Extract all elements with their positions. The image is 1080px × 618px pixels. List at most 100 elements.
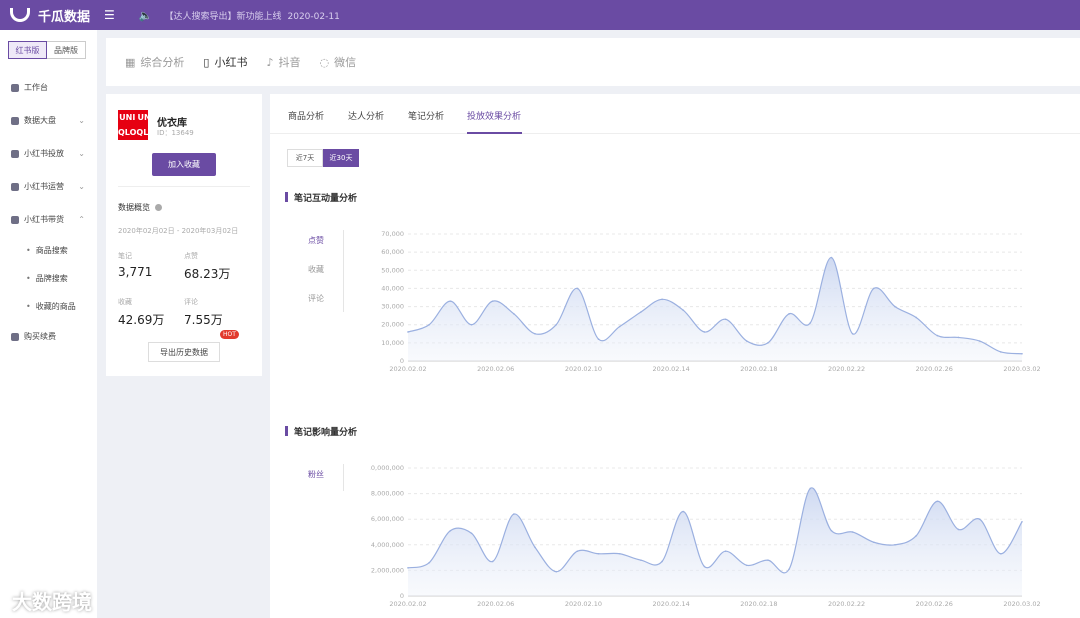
sidebar-item-operation[interactable]: 小红书运营 ⌄ <box>0 170 97 203</box>
sidebar-item-data-dashboard[interactable]: 数据大盘 ⌄ <box>0 104 97 137</box>
speaker-icon: 🔈 <box>138 8 153 22</box>
data-point <box>745 564 748 567</box>
channel-tabs: ▦ 综合分析 ▯ 小红书 ♪ 抖音 ◌ 微信 <box>106 38 1080 86</box>
influence-section-title: 笔记影响量分析 <box>285 425 357 438</box>
tab-product-analysis[interactable]: 商品分析 <box>288 112 325 122</box>
x-tick-label: 2020.03.02 <box>1003 600 1040 608</box>
wechat-icon: ◌ <box>319 55 330 69</box>
cart-icon <box>11 332 19 341</box>
sidebar-item-commerce[interactable]: 小红书带货 ⌃ <box>0 203 97 236</box>
menu-toggle-icon[interactable]: ☰ <box>104 8 115 22</box>
data-point <box>428 561 430 564</box>
tab-wechat[interactable]: ◌ 微信 <box>320 54 357 70</box>
info-icon[interactable] <box>155 204 162 211</box>
brand-id: ID：13649 <box>157 129 194 137</box>
data-point <box>788 568 790 570</box>
divider <box>118 186 250 187</box>
tab-douyin[interactable]: ♪ 抖音 <box>266 54 300 70</box>
day-range-switch: 近7天 近30天 <box>287 149 359 167</box>
sidebar-item-workbench[interactable]: 工作台 <box>0 71 97 104</box>
metric-likes[interactable]: 点赞 <box>308 236 324 245</box>
bag-icon <box>11 215 19 224</box>
data-point <box>851 531 854 533</box>
sidebar-item-label: 小红书带货 <box>24 215 64 224</box>
sidebar-item-label: 购买续费 <box>24 332 56 341</box>
data-point <box>449 300 452 302</box>
data-point <box>513 313 515 315</box>
tab-label: 小红书 <box>214 56 248 69</box>
data-point <box>703 331 706 333</box>
brand-name: 千瓜数据 <box>38 9 91 25</box>
data-point <box>1000 351 1002 353</box>
data-point <box>809 322 812 324</box>
export-history-button[interactable]: 导出历史数据 <box>148 342 220 362</box>
sidebar-subitem-saved-products[interactable]: 收藏的商品 <box>0 292 97 320</box>
add-favorite-button[interactable]: 加入收藏 <box>152 153 216 176</box>
tab-note-analysis[interactable]: 笔记分析 <box>408 112 445 122</box>
chevron-down-icon: ⌄ <box>78 116 85 125</box>
data-point <box>597 338 600 341</box>
sidebar-item-label: 小红书投放 <box>24 149 64 158</box>
tab-placement-effect[interactable]: 投放效果分析 <box>467 112 522 122</box>
stat-likes: 点赞 68.23万 <box>184 252 231 281</box>
logo[interactable]: 千瓜数据 <box>10 6 90 25</box>
data-point <box>407 331 409 333</box>
sidebar-item-label: 工作台 <box>24 83 48 92</box>
metric-followers[interactable]: 粉丝 <box>308 470 324 479</box>
main-panel: 商品分析 达人分析 笔记分析 投放效果分析 近7天 近30天 笔记互动量分析 点… <box>270 94 1080 618</box>
data-point <box>470 323 473 326</box>
data-point <box>534 332 536 335</box>
x-tick-label: 2020.02.06 <box>477 600 514 608</box>
sidebar-item-placement[interactable]: 小红书投放 ⌄ <box>0 137 97 170</box>
chevron-down-icon: ⌄ <box>78 149 85 158</box>
tab-overall[interactable]: ▦ 综合分析 <box>125 54 184 70</box>
tab-label: 综合分析 <box>140 56 185 69</box>
chevron-down-icon: ⌄ <box>78 182 85 191</box>
data-point <box>915 535 917 537</box>
data-point <box>957 336 960 339</box>
version-brand[interactable]: 品牌版 <box>47 41 86 59</box>
tab-label: 微信 <box>334 56 357 69</box>
sidebar-subitem-product-search[interactable]: 商品搜索 <box>0 236 97 264</box>
data-point <box>640 311 642 313</box>
data-point <box>830 256 833 259</box>
overview-heading: 数据概览 <box>118 202 162 213</box>
store-icon <box>11 182 19 191</box>
watermark: 大数跨境 <box>12 590 92 614</box>
data-point <box>597 552 600 555</box>
y-tick-label: 0 <box>400 592 404 600</box>
tab-xiaohongshu[interactable]: ▯ 小红书 <box>203 54 247 70</box>
data-point <box>872 541 875 544</box>
range-7-days[interactable]: 近7天 <box>287 149 323 167</box>
x-tick-label: 2020.02.14 <box>653 365 690 373</box>
sidebar-subitem-brand-search[interactable]: 品牌搜索 <box>0 264 97 292</box>
legend-divider <box>343 464 344 491</box>
data-point <box>449 529 452 532</box>
stat-comments: 评论 7.55万 <box>184 298 223 327</box>
tab-influencer-analysis[interactable]: 达人分析 <box>348 112 385 122</box>
brand-card: UNI UNI QLO QLO 优衣库 ID：13649 加入收藏 数据概览 202… <box>106 94 262 376</box>
notice-text: 【达人搜索导出】新功能上线 <box>164 11 282 22</box>
data-point <box>576 550 579 552</box>
metric-comments[interactable]: 评论 <box>308 294 324 303</box>
data-point <box>1021 520 1023 523</box>
data-point <box>724 550 727 552</box>
data-point <box>767 342 769 344</box>
data-point <box>661 298 663 301</box>
notice-banner[interactable]: 【达人搜索导出】新功能上线 2020-02-11 <box>164 9 339 22</box>
x-tick-label: 2020.02.26 <box>916 365 953 373</box>
data-point <box>767 559 769 561</box>
y-tick-label: 60,000 <box>381 248 404 256</box>
x-tick-label: 2020.02.18 <box>740 365 777 373</box>
sidebar-item-label: 小红书运营 <box>24 182 64 191</box>
metric-collects[interactable]: 收藏 <box>308 265 324 274</box>
data-point <box>851 332 854 335</box>
data-point <box>1021 352 1023 355</box>
date-range: 2020年02月02日 - 2020年03月02日 <box>118 227 239 235</box>
sidebar-item-purchase[interactable]: 购买续费 <box>0 320 97 353</box>
range-30-days[interactable]: 近30天 <box>323 149 359 167</box>
data-point <box>957 528 960 531</box>
data-point <box>470 532 473 535</box>
x-tick-label: 2020.02.10 <box>565 600 602 608</box>
version-red-book[interactable]: 红书版 <box>8 41 47 59</box>
